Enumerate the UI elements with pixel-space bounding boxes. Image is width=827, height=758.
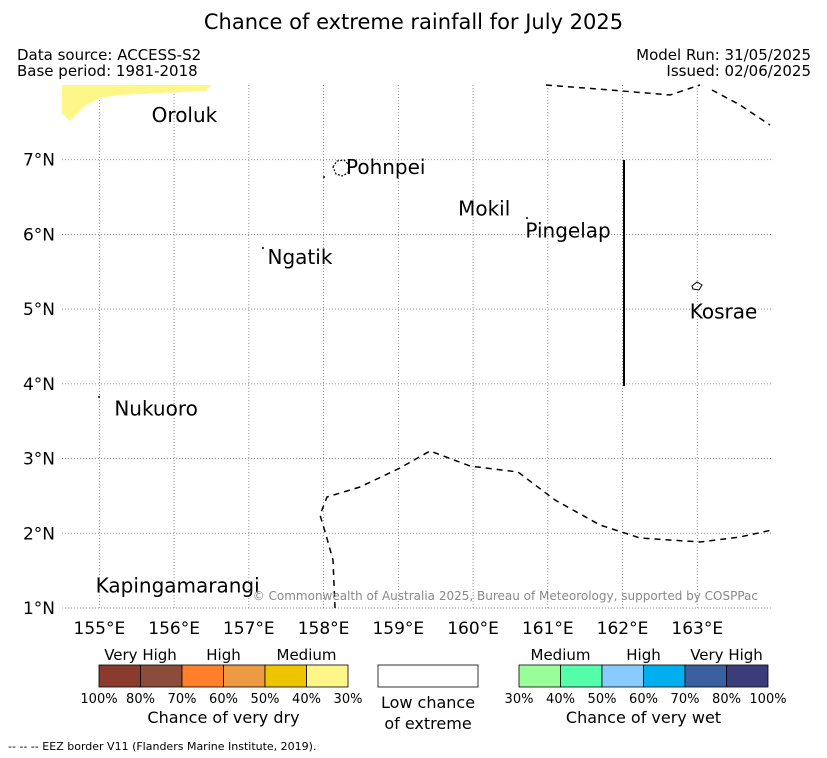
model-run: Model Run: 31/05/2025 [636,46,811,64]
wet-legend-header: Very High [690,646,763,664]
legend: 100% 80% 70% 60% 50% 40% 30% Very High High Mediu… [80,646,786,733]
pohnpei-islet [323,176,325,178]
lon-tick-label: 160°E [447,619,499,639]
place-label-oroluk: Oroluk [152,103,218,127]
dry-legend-tick: 80% [126,692,155,707]
dry-legend-tick: 40% [292,692,321,707]
wet-legend-swatch [601,664,644,688]
dry-legend-tick: 30% [334,692,363,707]
wet-legend-header: High [626,646,660,664]
wet-legend-swatch [560,664,603,688]
copyright-notice: © Commonwealth of Australia 2025, Bureau… [253,589,758,603]
dry-legend-header: High [206,646,240,664]
place-label-mokil: Mokil [458,196,510,220]
graticule [62,85,772,609]
dry-legend-tick: 50% [251,692,280,707]
wet-legend-tick: 80% [712,692,741,707]
wet-legend-header: Medium [531,646,591,664]
place-label-pohnpei: Pohnpei [346,155,426,179]
lat-tick-label: 5°N [23,300,55,320]
dry-legend-header: Very High [104,646,177,664]
dry-legend-header: Medium [277,646,337,664]
dry-legend-swatch [306,664,349,688]
kosrae-island [691,281,703,291]
nukuoro-island [98,396,100,398]
wet-legend-tick: 70% [671,692,700,707]
wet-legend-swatch [643,664,686,688]
lat-tick-label: 2°N [23,524,55,544]
dry-legend-caption: Chance of very dry [147,708,299,727]
dry-legend-swatch [98,664,141,688]
eez-border-north [545,84,771,126]
lon-tick-label: 158°E [298,619,350,639]
dry-legend-tick: 100% [80,692,117,707]
meta-left: Data source: ACCESS-S2 Base period: 1981… [17,47,201,79]
ngatik-island [262,247,264,249]
lat-tick-label: 1°N [23,599,55,619]
place-label-kapingamarangi: Kapingamarangi [96,574,260,598]
mokil-island [526,217,528,219]
low-chance-swatch [377,664,479,688]
place-label-pingelap: Pingelap [525,219,610,243]
wet-legend-swatch [684,664,727,688]
lon-tick-label: 155°E [74,619,126,639]
dry-legend-tick: 60% [209,692,238,707]
lon-tick-label: 156°E [148,619,200,639]
place-label-nukuoro: Nukuoro [114,397,198,421]
wet-legend-swatch [726,664,769,688]
meta-right: Model Run: 31/05/2025 Issued: 02/06/2025 [636,47,811,79]
pohnpei-island [332,159,350,177]
wet-legend-tick: 40% [546,692,575,707]
footnote: -- -- -- EEZ border V11 (Flanders Marine… [8,740,317,753]
wet-legend-tick: 50% [588,692,617,707]
dry-chance-area [62,85,212,121]
eez-border-south [319,450,773,609]
wet-legend-tick: 100% [749,692,786,707]
place-label-ngatik: Ngatik [268,245,333,269]
dry-legend-swatch [264,664,307,688]
issued-date: Issued: 02/06/2025 [666,62,811,80]
lon-tick-label: 163°E [671,619,723,639]
low-chance-caption-line2: of extreme [384,714,471,733]
wet-legend-caption: Chance of very wet [566,708,721,727]
lat-tick-label: 4°N [23,375,55,395]
map-title: Chance of extreme rainfall for July 2025 [203,10,624,34]
dry-legend-tick: 70% [168,692,197,707]
dry-legend-swatch [223,664,266,688]
data-source: Data source: ACCESS-S2 [17,46,202,64]
wet-legend-tick: 60% [629,692,658,707]
place-label-kosrae: Kosrae [690,299,758,323]
lat-tick-label: 6°N [23,225,55,245]
wet-legend-tick: 30% [505,692,534,707]
axis-labels: 155°E 156°E 157°E 158°E 159°E 160°E 161°E 162°E… [23,151,723,639]
lon-tick-label: 159°E [372,619,424,639]
wet-legend-swatch [518,664,561,688]
lat-tick-label: 3°N [23,450,55,470]
lon-tick-label: 162°E [597,619,649,639]
lon-tick-label: 161°E [522,619,574,639]
dry-legend-swatch [140,664,183,688]
base-period: Base period: 1981-2018 [17,62,198,80]
lon-tick-label: 157°E [223,619,275,639]
low-chance-caption-line1: Low chance [381,693,475,712]
dry-legend-swatch [181,664,224,688]
lat-tick-label: 7°N [23,151,55,171]
place-labels: Oroluk Pohnpei Mokil Pingelap Ngatik Kosrae Nu… [96,103,758,598]
